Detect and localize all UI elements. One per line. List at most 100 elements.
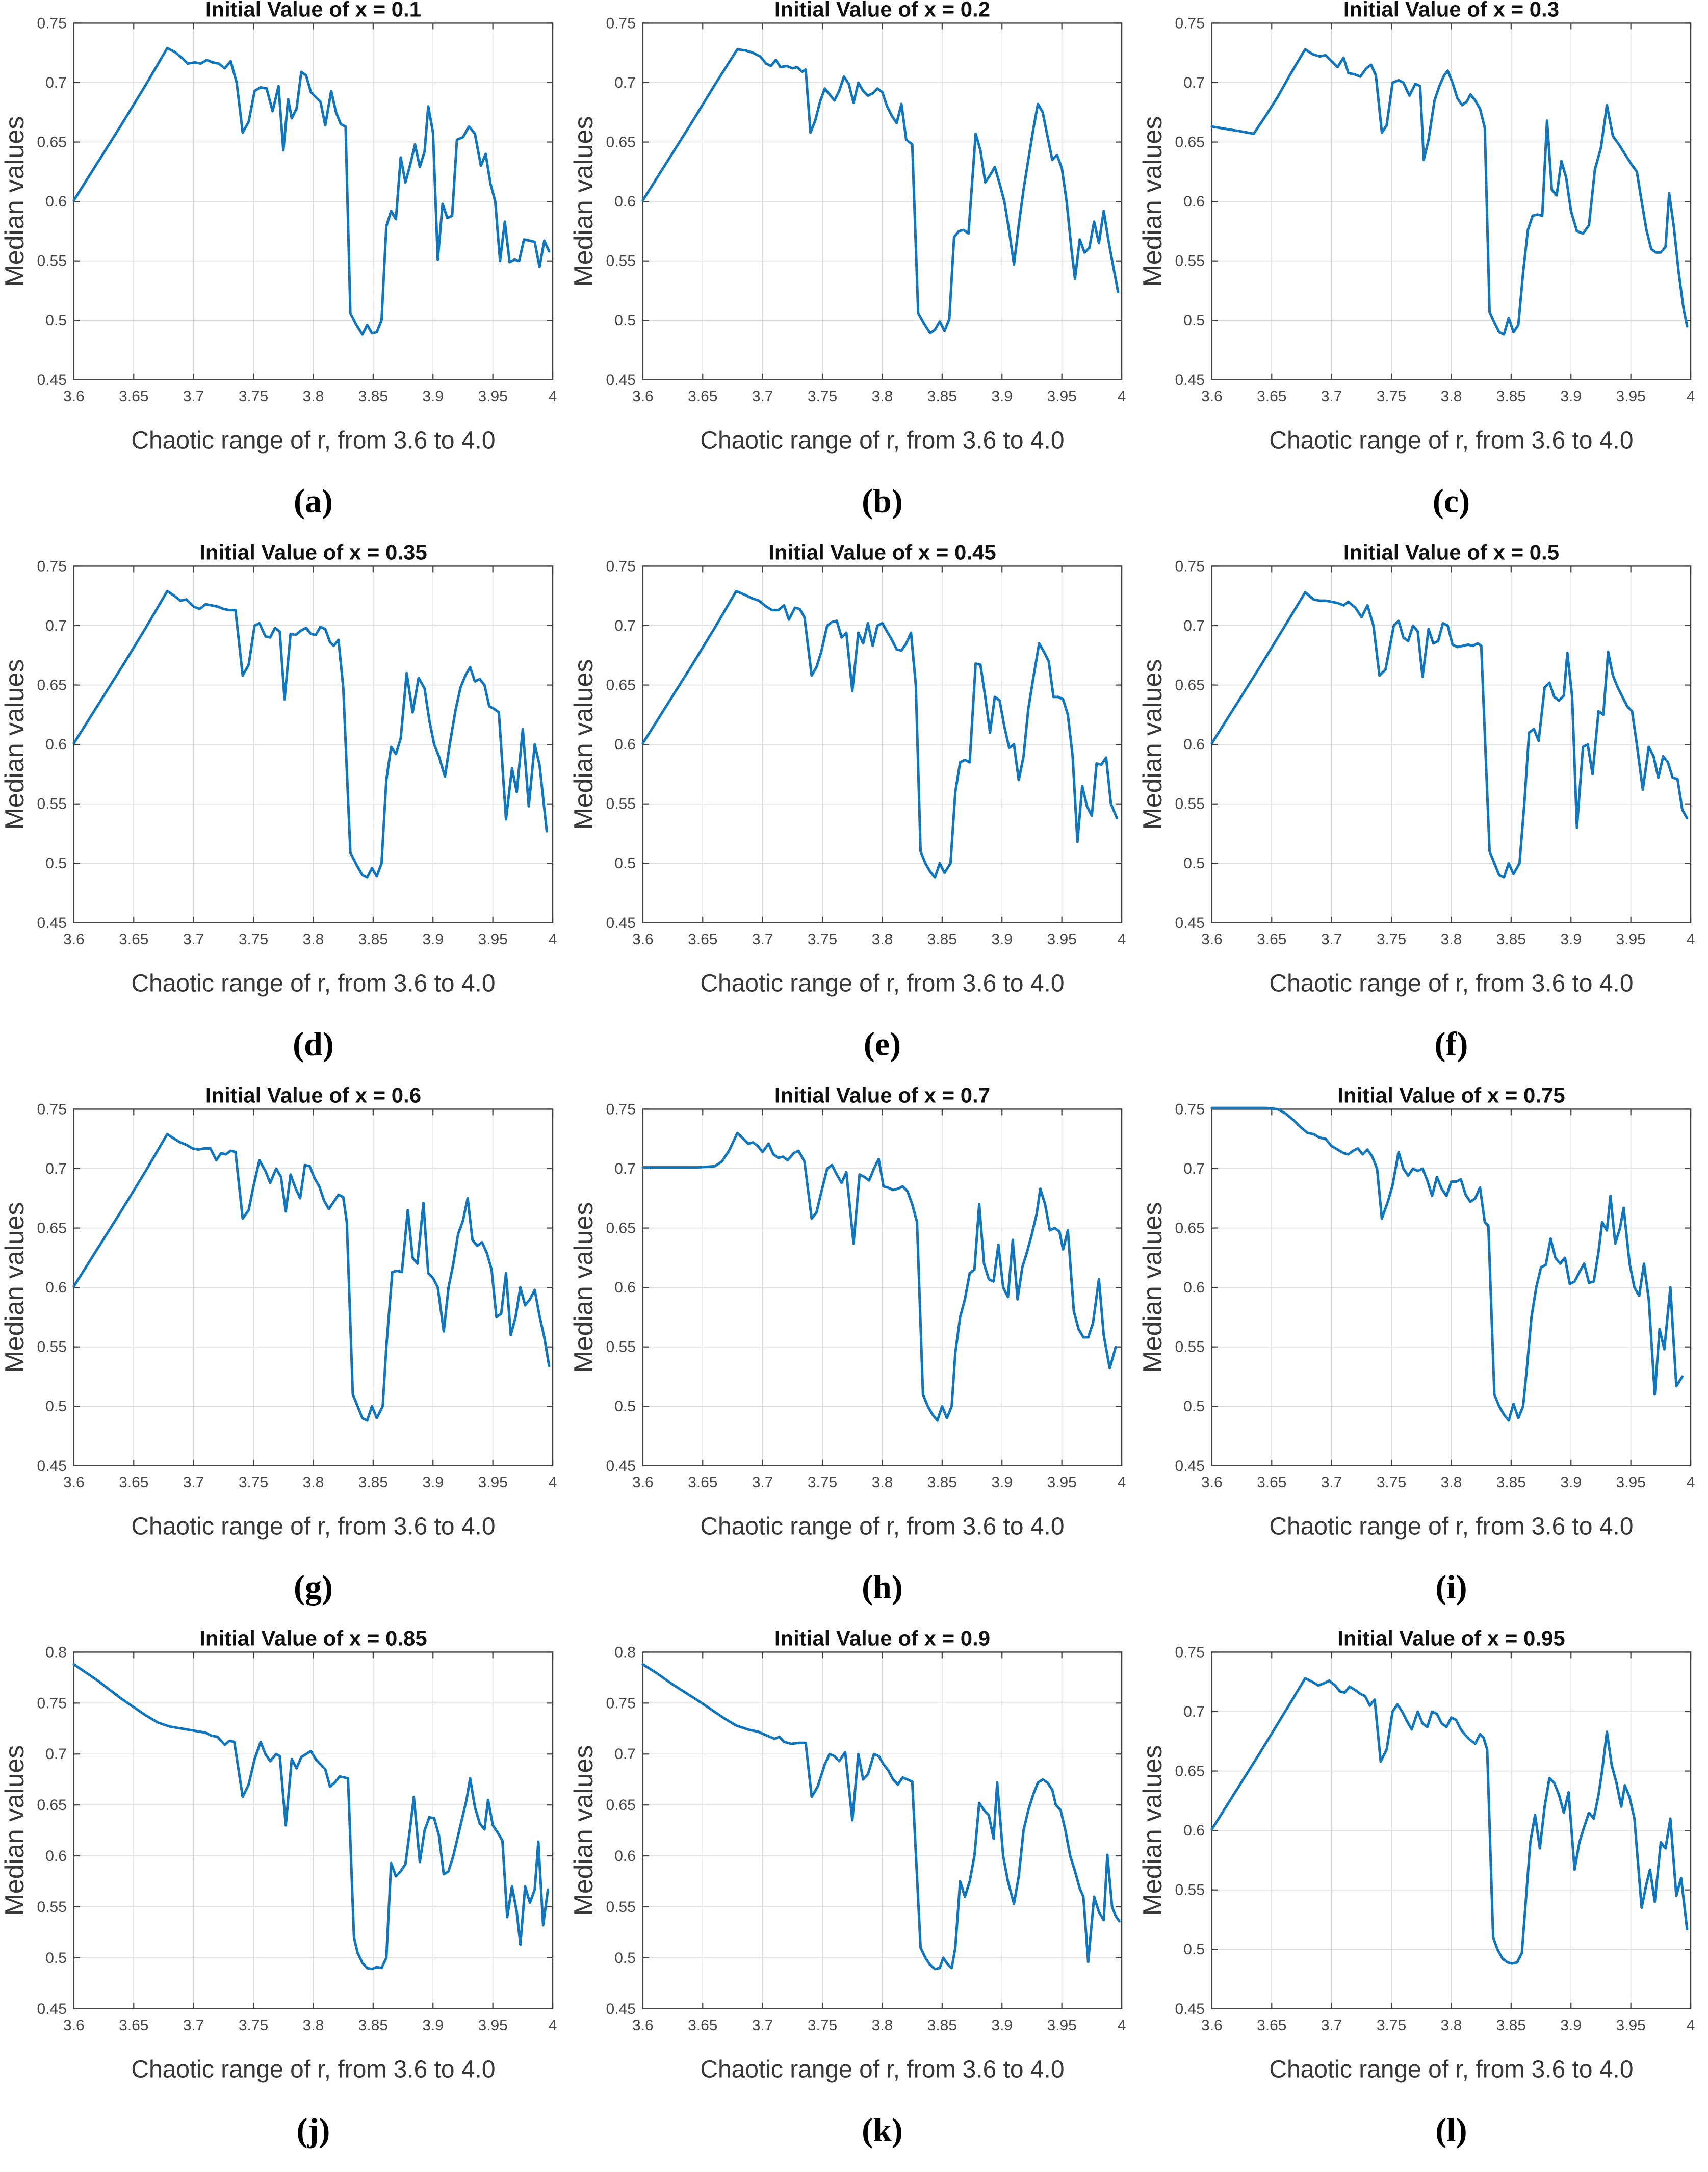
x-tick-label: 3.8 (1441, 2017, 1462, 2034)
chart-title: Initial Value of x = 0.3 (1343, 0, 1559, 21)
chart-title: Initial Value of x = 0.7 (774, 1086, 990, 1107)
x-tick-label: 3.6 (1201, 388, 1223, 405)
x-tick-label: 3.85 (358, 1474, 388, 1491)
y-tick-label: 0.75 (37, 15, 67, 32)
x-tick-label: 4 (549, 931, 557, 948)
x-tick-label: 3.75 (808, 2017, 837, 2034)
x-tick-label: 3.75 (1377, 931, 1406, 948)
median-values-line (641, 589, 1119, 879)
median-values-line (1210, 591, 1689, 879)
x-tick-label: 3.65 (119, 2017, 148, 2034)
y-tick-label: 0.55 (606, 1899, 636, 1916)
x-tick-label: 3.6 (63, 2017, 85, 2034)
y-axis-label: Median values (0, 1745, 30, 1916)
subplot-g: 3.6 3.65 3.7 3.75 3.8 3.85 3.9 3.95 4 0.45 0.5 0.55… (0, 1086, 569, 1629)
y-tick-label: 0.75 (37, 558, 67, 575)
x-tick-label: 3.85 (927, 388, 957, 405)
chart-canvas-j: 3.6 3.65 3.7 3.75 3.8 3.85 3.9 3.95 4 0.45 0.5 0.55… (0, 1629, 557, 2149)
x-tick-label: 3.9 (991, 388, 1013, 405)
x-tick-label: 3.6 (63, 931, 85, 948)
x-axis-label: Chaotic range of r, from 3.6 to 4.0 (131, 1513, 495, 1540)
y-tick-label: 0.65 (1175, 1763, 1205, 1780)
y-tick-label: 0.65 (1175, 677, 1205, 694)
x-tick-label: 4 (549, 388, 557, 405)
x-tick-label: 3.95 (478, 1474, 507, 1491)
axes-layer: 3.6 3.65 3.7 3.75 3.8 3.85 3.9 3.95 4 0.45 0.5 0.55… (606, 1644, 1126, 2033)
y-tick-label: 0.75 (606, 15, 636, 32)
y-tick-label: 0.45 (606, 915, 636, 932)
x-tick-label: 3.9 (991, 931, 1013, 948)
x-axis-label: Chaotic range of r, from 3.6 to 4.0 (700, 2056, 1064, 2083)
x-tick-label: 3.95 (1047, 2017, 1076, 2034)
y-tick-label: 0.75 (606, 558, 636, 575)
axes-layer: 3.6 3.65 3.7 3.75 3.8 3.85 3.9 3.95 4 0.45 0.5 0.55… (1175, 1101, 1695, 1490)
y-tick-label: 0.45 (1175, 1458, 1205, 1475)
chart-canvas-b: 3.6 3.65 3.7 3.75 3.8 3.85 3.9 3.95 4 0.45 0.5 0.55… (569, 0, 1126, 520)
chart-title: Initial Value of x = 0.2 (774, 0, 990, 21)
x-tick-label: 3.75 (808, 388, 837, 405)
y-tick-label: 0.65 (37, 677, 67, 694)
x-tick-label: 3.95 (478, 931, 507, 948)
y-tick-label: 0.8 (614, 1644, 636, 1661)
x-tick-label: 3.9 (1560, 931, 1582, 948)
x-axis-label: Chaotic range of r, from 3.6 to 4.0 (700, 970, 1064, 997)
chart-canvas-e: 3.6 3.65 3.7 3.75 3.8 3.85 3.9 3.95 4 0.45 0.5 0.55… (569, 543, 1126, 1063)
x-tick-label: 3.6 (63, 1474, 85, 1491)
axes-layer: 3.6 3.65 3.7 3.75 3.8 3.85 3.9 3.95 4 0.45 0.5 0.55… (37, 1101, 557, 1490)
y-tick-label: 0.5 (45, 1950, 67, 1967)
x-tick-label: 3.75 (239, 388, 268, 405)
x-tick-label: 4 (1687, 1474, 1695, 1491)
y-axis-label: Median values (569, 1202, 599, 1373)
y-tick-label: 0.65 (37, 134, 67, 151)
x-tick-label: 3.75 (239, 931, 268, 948)
chart-title: Initial Value of x = 0.5 (1343, 543, 1559, 564)
y-axis-label: Median values (1138, 1202, 1168, 1373)
y-tick-label: 0.55 (37, 1339, 67, 1356)
y-axis-label: Median values (1138, 116, 1168, 287)
subplot-letter: (k) (862, 2112, 903, 2149)
x-tick-label: 3.8 (1441, 1474, 1462, 1491)
subplot-k: 3.6 3.65 3.7 3.75 3.8 3.85 3.9 3.95 4 0.45 0.5 0.55… (569, 1629, 1138, 2172)
y-tick-label: 0.5 (45, 312, 67, 329)
y-tick-label: 0.7 (1183, 617, 1205, 634)
median-values-line (72, 1663, 550, 1971)
subplot-letter: (f) (1435, 1026, 1468, 1063)
x-axis-label: Chaotic range of r, from 3.6 to 4.0 (700, 427, 1064, 454)
x-tick-label: 3.9 (991, 1474, 1013, 1491)
y-axis-label: Median values (1138, 659, 1168, 830)
y-tick-label: 0.65 (37, 1797, 67, 1814)
subplot-l: 3.6 3.65 3.7 3.75 3.8 3.85 3.9 3.95 4 0.45 0.5 0.55… (1138, 1629, 1707, 2172)
x-tick-label: 3.75 (239, 2017, 268, 2034)
x-tick-label: 3.6 (632, 1474, 654, 1491)
x-tick-label: 3.9 (422, 1474, 444, 1491)
y-tick-label: 0.7 (614, 74, 636, 91)
subplot-j: 3.6 3.65 3.7 3.75 3.8 3.85 3.9 3.95 4 0.45 0.5 0.55… (0, 1629, 569, 2172)
x-tick-label: 3.8 (1441, 931, 1462, 948)
y-tick-label: 0.55 (606, 796, 636, 813)
median-values-line (72, 589, 548, 879)
median-values-line (72, 46, 551, 336)
y-tick-label: 0.45 (1175, 372, 1205, 389)
x-tick-label: 3.8 (303, 388, 324, 405)
x-tick-label: 3.7 (183, 388, 204, 405)
subplot-letter: (g) (294, 1569, 333, 1606)
y-tick-label: 0.65 (606, 677, 636, 694)
x-tick-label: 3.65 (688, 2017, 717, 2034)
x-tick-label: 3.85 (358, 931, 388, 948)
y-tick-label: 0.45 (606, 372, 636, 389)
median-values-line (72, 1132, 551, 1422)
x-tick-label: 3.8 (872, 1474, 893, 1491)
y-tick-label: 0.6 (45, 193, 67, 210)
median-values-line (641, 1663, 1121, 1971)
axes-layer: 3.6 3.65 3.7 3.75 3.8 3.85 3.9 3.95 4 0.45 0.5 0.55… (606, 15, 1126, 404)
median-values-line (641, 48, 1120, 335)
y-tick-label: 0.55 (606, 253, 636, 270)
y-tick-label: 0.55 (1175, 796, 1205, 813)
y-tick-label: 0.5 (1183, 1398, 1205, 1415)
axes-layer: 3.6 3.65 3.7 3.75 3.8 3.85 3.9 3.95 4 0.45 0.5 0.55… (606, 558, 1126, 947)
y-tick-label: 0.7 (45, 617, 67, 634)
chart-title: Initial Value of x = 0.45 (768, 543, 996, 564)
y-tick-label: 0.45 (606, 1458, 636, 1475)
x-tick-label: 3.7 (1321, 931, 1342, 948)
y-tick-label: 0.6 (1183, 1279, 1205, 1296)
